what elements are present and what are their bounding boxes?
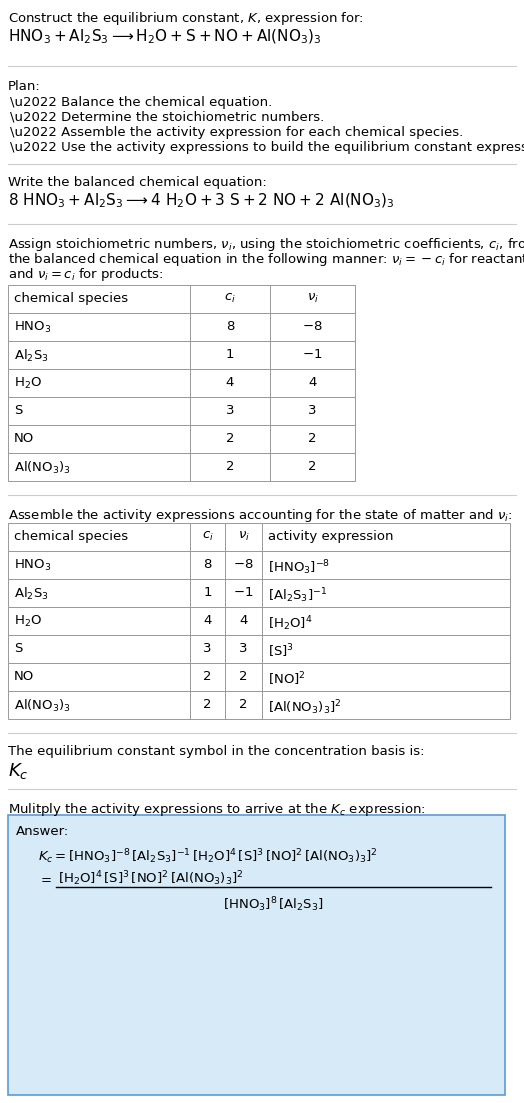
Text: S: S [14,404,23,417]
Bar [8,523,510,552]
Bar [8,607,510,635]
Text: $c_i$: $c_i$ [224,292,236,306]
Text: 3: 3 [226,404,234,417]
Text: S: S [14,642,23,655]
Text: Answer:: Answer: [16,825,69,838]
Text: chemical species: chemical species [14,531,128,543]
Text: 3: 3 [308,404,316,417]
Text: $[\mathrm{Al(NO_3)_3}]^{2}$: $[\mathrm{Al(NO_3)_3}]^{2}$ [268,698,342,717]
Text: $\mathrm{HNO_3 + Al_2S_3 \longrightarrow H_2O + S + NO + Al(NO_3)_3}$: $\mathrm{HNO_3 + Al_2S_3 \longrightarrow… [8,28,322,46]
Text: $[\mathrm{H_2O}]^{4}\,[\mathrm{S}]^{3}\,[\mathrm{NO}]^{2}\,[\mathrm{Al(NO_3)_3}]: $[\mathrm{H_2O}]^{4}\,[\mathrm{S}]^{3}\,… [58,869,244,888]
Text: Construct the equilibrium constant, $K$, expression for:: Construct the equilibrium constant, $K$,… [8,10,364,26]
Text: 2: 2 [203,698,212,711]
Text: $[\mathrm{H_2O}]^{4}$: $[\mathrm{H_2O}]^{4}$ [268,614,313,633]
Text: $-1$: $-1$ [233,586,254,599]
Bar [8,453,355,481]
Text: The equilibrium constant symbol in the concentration basis is:: The equilibrium constant symbol in the c… [8,745,424,758]
Text: the balanced chemical equation in the following manner: $\nu_i = -c_i$ for react: the balanced chemical equation in the fo… [8,251,524,268]
Text: \u2022 Assemble the activity expression for each chemical species.: \u2022 Assemble the activity expression … [10,126,463,139]
Text: 8: 8 [226,320,234,333]
Text: 2: 2 [308,432,316,445]
Text: $[\mathrm{HNO_3}]^{-8}$: $[\mathrm{HNO_3}]^{-8}$ [268,558,330,577]
Text: $\mathrm{HNO_3}$: $\mathrm{HNO_3}$ [14,558,51,574]
Text: $\mathrm{H_2O}$: $\mathrm{H_2O}$ [14,376,42,392]
Text: $[\mathrm{NO}]^{2}$: $[\mathrm{NO}]^{2}$ [268,670,305,687]
Text: \u2022 Balance the chemical equation.: \u2022 Balance the chemical equation. [10,96,272,109]
Text: 2: 2 [308,460,316,473]
Text: $K_c$: $K_c$ [8,761,29,781]
Text: $-8$: $-8$ [233,558,254,571]
Text: 2: 2 [239,670,248,683]
Text: Assemble the activity expressions accounting for the state of matter and $\nu_i$: Assemble the activity expressions accoun… [8,507,512,524]
Text: Write the balanced chemical equation:: Write the balanced chemical equation: [8,176,267,189]
Text: $K_c = [\mathrm{HNO_3}]^{-8}$$\,[\mathrm{Al_2S_3}]^{-1}$$\,[\mathrm{H_2O}]^{4}$$: $K_c = [\mathrm{HNO_3}]^{-8}$$\,[\mathrm… [38,847,378,866]
Text: Mulitply the activity expressions to arrive at the $K_c$ expression:: Mulitply the activity expressions to arr… [8,801,426,818]
Text: $[\mathrm{S}]^{3}$: $[\mathrm{S}]^{3}$ [268,642,294,660]
Bar [8,552,510,579]
Text: $\mathrm{Al_2S_3}$: $\mathrm{Al_2S_3}$ [14,349,49,364]
Text: \u2022 Use the activity expressions to build the equilibrium constant expression: \u2022 Use the activity expressions to b… [10,141,524,154]
Bar [8,341,355,370]
Text: \u2022 Determine the stoichiometric numbers.: \u2022 Determine the stoichiometric numb… [10,111,324,124]
Text: $\mathrm{8\ HNO_3 + Al_2S_3 \longrightarrow 4\ H_2O + 3\ S + 2\ NO + 2\ Al(NO_3): $\mathrm{8\ HNO_3 + Al_2S_3 \longrightar… [8,192,395,211]
Text: NO: NO [14,432,34,445]
Text: $\nu_i$: $\nu_i$ [237,531,249,543]
Bar [8,690,510,719]
Text: activity expression: activity expression [268,531,394,543]
Text: 8: 8 [203,558,212,571]
Text: 4: 4 [203,614,212,627]
Bar [8,815,505,1095]
Text: $c_i$: $c_i$ [202,531,213,543]
Text: Plan:: Plan: [8,81,41,93]
Text: 4: 4 [226,376,234,389]
Text: $-1$: $-1$ [302,349,323,361]
Text: 2: 2 [226,432,234,445]
Text: $=$: $=$ [38,872,52,886]
Bar [8,635,510,663]
Text: 2: 2 [226,460,234,473]
Text: 4: 4 [308,376,316,389]
Text: 4: 4 [239,614,248,627]
Bar [8,285,355,313]
Text: $\mathrm{Al(NO_3)_3}$: $\mathrm{Al(NO_3)_3}$ [14,460,71,476]
Text: 3: 3 [203,642,212,655]
Bar [8,663,510,690]
Text: 2: 2 [203,670,212,683]
Text: $\mathrm{H_2O}$: $\mathrm{H_2O}$ [14,614,42,629]
Text: $\nu_i$: $\nu_i$ [307,292,319,306]
Text: chemical species: chemical species [14,292,128,306]
Bar [8,425,355,453]
Text: $\mathrm{Al_2S_3}$: $\mathrm{Al_2S_3}$ [14,586,49,602]
Bar [8,370,355,397]
Text: $[\mathrm{HNO_3}]^{8}\,[\mathrm{Al_2S_3}]$: $[\mathrm{HNO_3}]^{8}\,[\mathrm{Al_2S_3}… [223,895,324,913]
Text: 2: 2 [239,698,248,711]
Text: 1: 1 [203,586,212,599]
Bar [8,397,355,425]
Text: $\mathrm{HNO_3}$: $\mathrm{HNO_3}$ [14,320,51,335]
Bar [8,313,355,341]
Text: $[\mathrm{Al_2S_3}]^{-1}$: $[\mathrm{Al_2S_3}]^{-1}$ [268,586,327,604]
Text: NO: NO [14,670,34,683]
Text: 3: 3 [239,642,248,655]
Text: Assign stoichiometric numbers, $\nu_i$, using the stoichiometric coefficients, $: Assign stoichiometric numbers, $\nu_i$, … [8,236,524,253]
Bar [8,579,510,607]
Text: $-8$: $-8$ [302,320,323,333]
Text: and $\nu_i = c_i$ for products:: and $\nu_i = c_i$ for products: [8,266,163,283]
Text: $\mathrm{Al(NO_3)_3}$: $\mathrm{Al(NO_3)_3}$ [14,698,71,714]
Text: 1: 1 [226,349,234,361]
